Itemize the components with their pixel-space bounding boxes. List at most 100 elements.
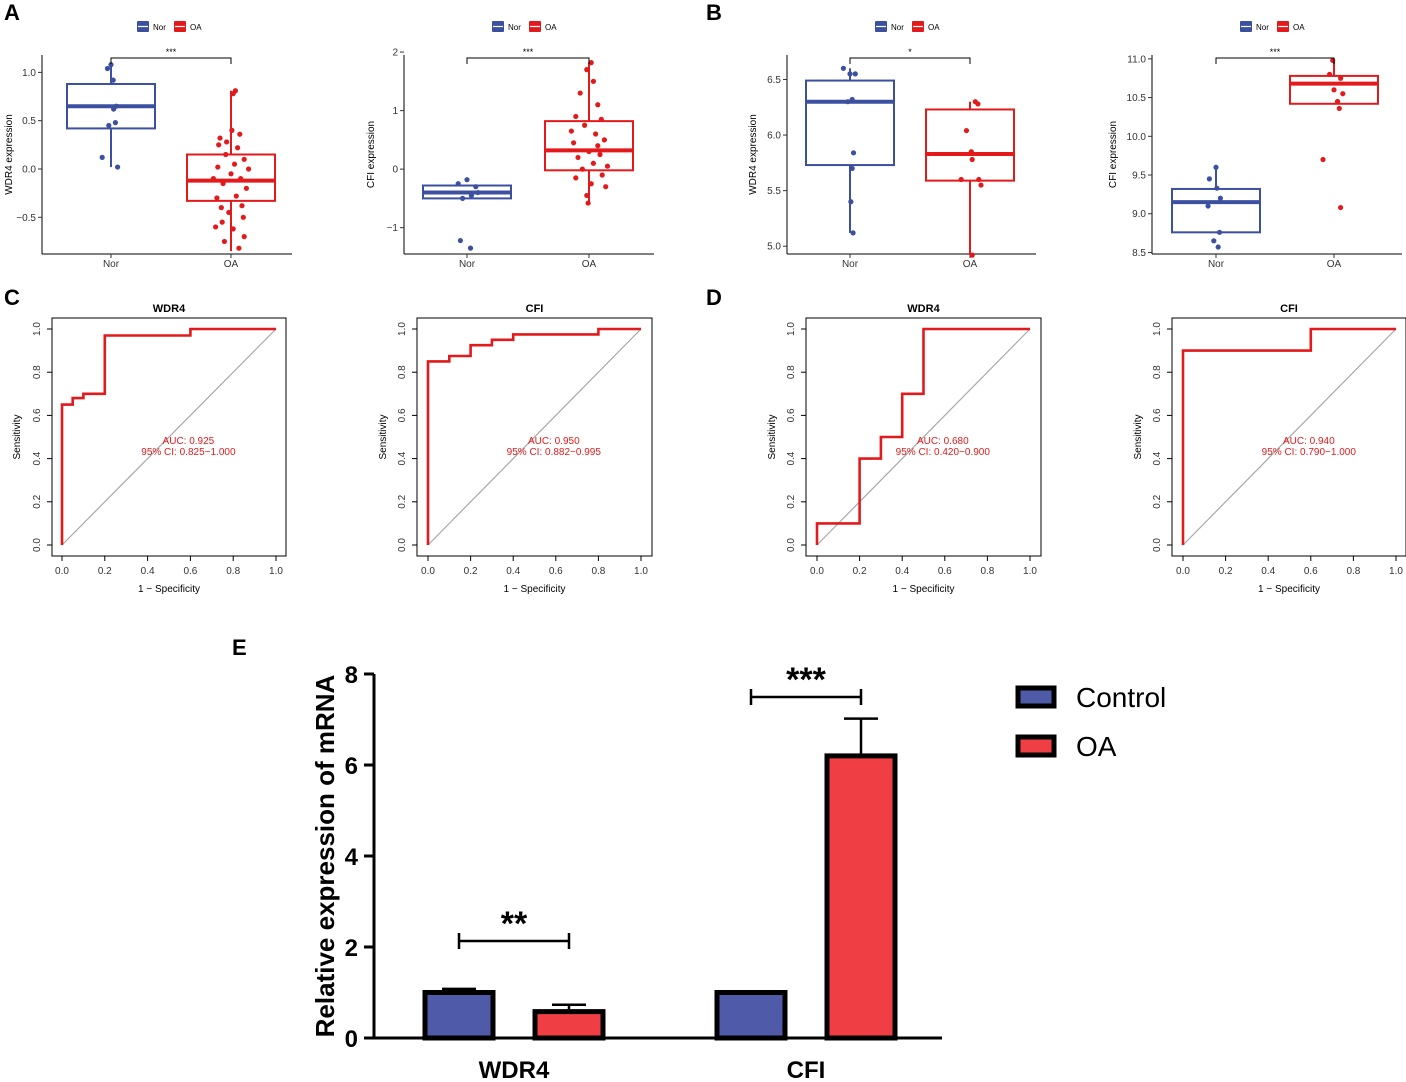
x-tick-label: 0.0 (810, 566, 824, 577)
data-point (231, 161, 238, 167)
x-tick-label: 0.0 (55, 566, 69, 577)
data-point (1336, 105, 1342, 112)
data-point (595, 143, 601, 149)
data-point (229, 127, 235, 133)
roc-title: CFI (1280, 303, 1298, 315)
significance-stars: *** (786, 661, 826, 699)
data-point (240, 214, 246, 220)
data-point (467, 245, 474, 251)
panel-letter-e: E (232, 635, 247, 660)
data-point (588, 181, 594, 187)
y-axis-label: CFI expression (366, 121, 377, 188)
x-tick-label: 0.8 (591, 566, 605, 577)
roc-curve (815, 327, 1030, 545)
y-tick-label: 0.0 (22, 164, 36, 175)
legend-label-nor: Nor (891, 23, 904, 32)
data-point (840, 65, 847, 71)
data-point (236, 245, 242, 251)
x-tick-label-nor: Nor (459, 259, 476, 270)
data-point (590, 160, 597, 166)
data-point (111, 106, 117, 112)
y-axis-label: Sensitivity (12, 414, 23, 459)
data-point (246, 166, 252, 172)
data-point (958, 176, 964, 183)
x-tick-label: 0.2 (98, 566, 112, 577)
box-nor (805, 79, 895, 167)
y-tick-label: 0.6 (1152, 408, 1163, 422)
data-point (108, 62, 114, 68)
significance-bracket (110, 57, 232, 64)
data-point (585, 200, 591, 206)
bar-control-cfi (714, 990, 788, 1041)
y-tick-label: 1.0 (1152, 322, 1163, 336)
bar-control-wdr4 (422, 990, 496, 1041)
data-point (597, 151, 603, 158)
y-axis-label: Sensitivity (1133, 414, 1144, 459)
y-axis-label: CFI expression (1108, 121, 1119, 188)
data-point (473, 184, 479, 190)
category-label-cfi: CFI (787, 1057, 826, 1082)
x-tick-label: 0.2 (1219, 566, 1233, 577)
data-point (975, 101, 981, 107)
y-tick-label: 10.5 (1127, 93, 1147, 104)
data-point (969, 156, 975, 163)
data-point (845, 99, 851, 105)
significance-bracket (457, 933, 571, 949)
x-tick-label: 0.4 (141, 566, 155, 577)
y-tick-label: 0.4 (786, 451, 797, 465)
data-point (1338, 75, 1344, 81)
x-tick-label: 0.4 (506, 566, 520, 577)
y-tick-label: 8 (345, 662, 358, 689)
y-axis-label: Sensitivity (767, 414, 778, 459)
significance-bracket (466, 57, 590, 64)
ci-label: 95% CI: 0.790−1.000 (1262, 447, 1357, 458)
x-tick-label: 1.0 (269, 566, 283, 577)
data-point (223, 151, 229, 158)
data-point (571, 140, 577, 146)
y-tick-label: 0.6 (32, 408, 43, 422)
y-tick-label: 0.2 (1152, 494, 1163, 508)
diagonal-reference-line (427, 328, 642, 546)
legend-swatch-oa (1015, 734, 1057, 758)
x-tick-label: 0.2 (853, 566, 867, 577)
legend-label-nor: Nor (153, 23, 166, 32)
x-tick-label: 1.0 (634, 566, 648, 577)
data-point (99, 154, 105, 160)
x-tick-label: 1.0 (1023, 566, 1037, 577)
y-tick-label: 0.4 (32, 451, 43, 465)
plot-frame (416, 317, 653, 557)
data-point (219, 219, 225, 225)
y-tick-label: 0.8 (786, 365, 797, 379)
y-tick-label: 0.2 (786, 494, 797, 508)
data-point (1205, 203, 1211, 209)
data-point (603, 184, 609, 190)
y-tick-label: 0.0 (1152, 538, 1163, 552)
y-tick-label: 1.0 (32, 322, 43, 336)
legend-label-oa: OA (545, 23, 557, 32)
boxplot-B1: Nor OA 5.0 5.5 6.0 6.5 Nor OA WDR4 expression * (748, 21, 1036, 270)
data-point (464, 177, 470, 183)
data-point (1338, 204, 1344, 211)
panel-letter-c: C (4, 285, 20, 310)
data-point (848, 199, 854, 205)
ci-label: 95% CI: 0.882−0.995 (507, 447, 602, 458)
x-tick-label-oa: OA (582, 259, 597, 270)
x-tick-label-nor: Nor (1208, 259, 1225, 270)
roc-C2: CFI 0.0 0.0 0.2 0.2 0.4 0.4 0.6 0.6 0.8 0.8 1.0 1.0 1… (378, 303, 653, 595)
x-tick-label: 1.0 (1389, 566, 1403, 577)
box-oa (925, 108, 1015, 182)
data-point (243, 185, 249, 191)
data-point (579, 166, 586, 172)
box-oa (544, 120, 634, 172)
bar-oa-wdr4 (532, 1009, 606, 1041)
data-point (233, 193, 239, 199)
x-tick-label-nor: Nor (842, 259, 859, 270)
data-point (568, 128, 575, 134)
y-tick-label: 2 (392, 48, 398, 59)
data-point (1213, 164, 1219, 170)
data-point (115, 164, 121, 170)
y-axis-label: Relative expression of mRNA (310, 674, 340, 1037)
data-point (601, 137, 608, 143)
data-point (595, 102, 601, 108)
significance-stars: *** (166, 47, 177, 57)
